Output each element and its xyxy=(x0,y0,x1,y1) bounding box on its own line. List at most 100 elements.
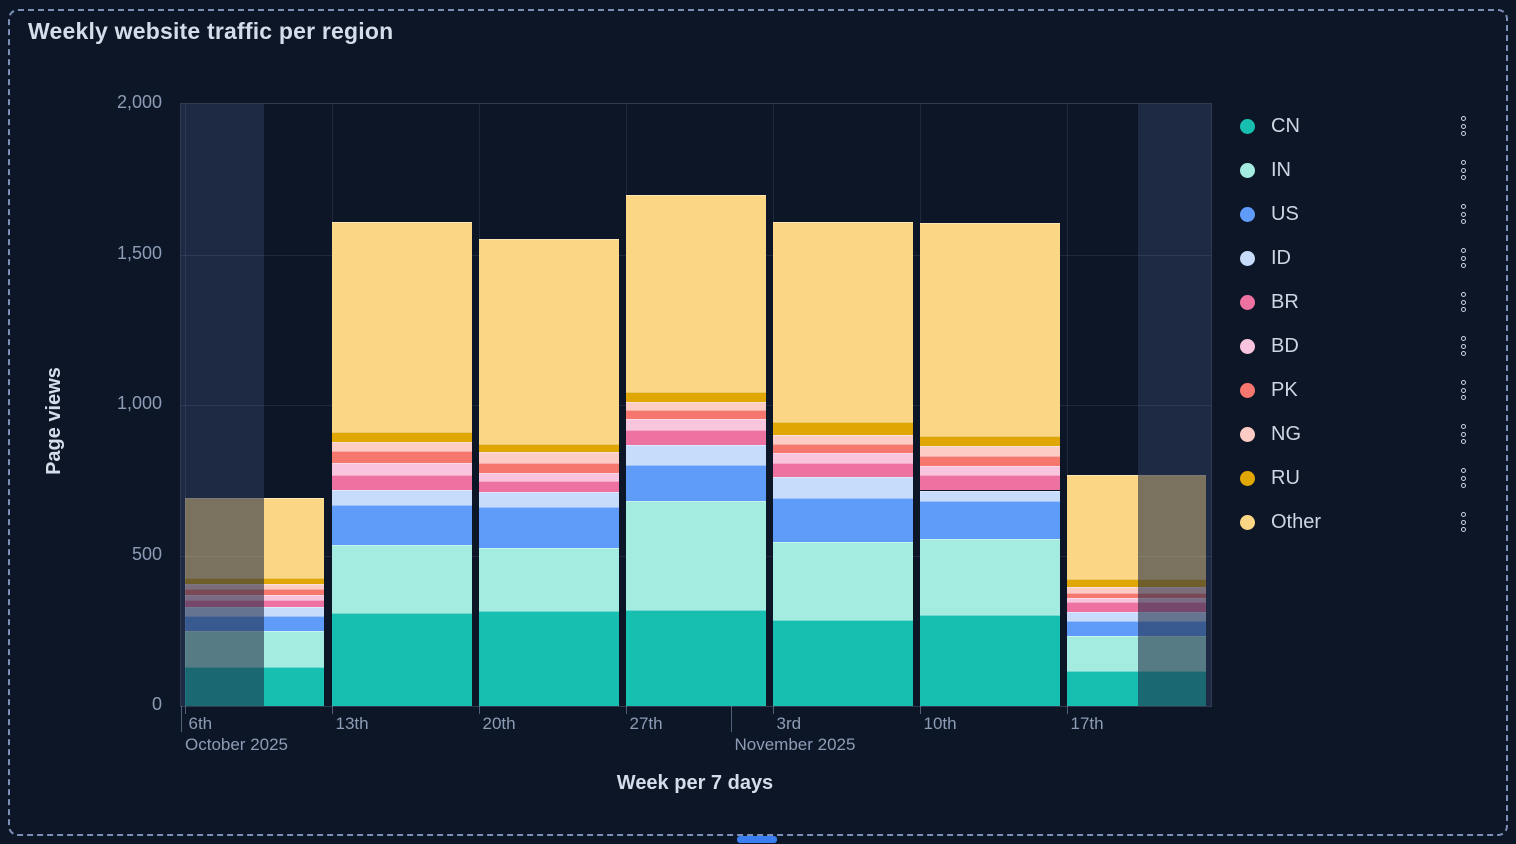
bar-segment-BD[interactable] xyxy=(625,419,766,430)
bar-segment-BD[interactable] xyxy=(478,472,619,482)
legend-item-CN[interactable]: CN xyxy=(1240,104,1478,148)
kebab-menu-icon[interactable] xyxy=(1457,332,1470,360)
bar-segment-NG[interactable] xyxy=(331,442,472,452)
bar-segment-PK[interactable] xyxy=(1066,592,1138,599)
bar-segment-CN[interactable] xyxy=(772,619,913,706)
bar-segment-ID[interactable] xyxy=(331,490,472,505)
bar-segment-PK[interactable] xyxy=(184,588,265,595)
bar-segment-PK[interactable] xyxy=(478,462,619,473)
bar-segment-RU[interactable] xyxy=(264,578,325,585)
bar-segment-Other[interactable] xyxy=(772,222,913,423)
bar-segment-IN[interactable] xyxy=(919,539,1060,616)
legend-item-US[interactable]: US xyxy=(1240,192,1478,236)
bar-segment-Other[interactable] xyxy=(184,497,265,579)
bar-segment-ID[interactable] xyxy=(919,490,1060,502)
bar-segment-BD[interactable] xyxy=(264,594,325,600)
bar-segment-NG[interactable] xyxy=(264,584,325,589)
bar-segment-Other[interactable] xyxy=(1066,475,1138,580)
bar-segment-BR[interactable] xyxy=(625,430,766,446)
bar-segment-BR[interactable] xyxy=(184,599,265,607)
kebab-menu-icon[interactable] xyxy=(1457,156,1470,184)
bar-segment-BR[interactable] xyxy=(264,599,325,607)
bar-segment-ID[interactable] xyxy=(478,492,619,508)
bar-segment-US[interactable] xyxy=(478,507,619,548)
bar-segment-Other[interactable] xyxy=(478,238,619,444)
bar-segment-IN[interactable] xyxy=(625,501,766,611)
legend-item-Other[interactable]: Other xyxy=(1240,500,1478,544)
bar-segment-BD[interactable] xyxy=(772,453,913,463)
legend-item-RU[interactable]: RU xyxy=(1240,456,1478,500)
bar-segment-BR[interactable] xyxy=(1066,602,1138,613)
bar-segment-PK[interactable] xyxy=(264,588,325,595)
bar-segment-CN[interactable] xyxy=(478,611,619,706)
bar-segment-NG[interactable] xyxy=(1066,586,1138,593)
bar-segment-CN[interactable] xyxy=(184,666,265,706)
kebab-menu-icon[interactable] xyxy=(1457,288,1470,316)
bar-segment-Other[interactable] xyxy=(264,497,325,579)
bar-segment-ID[interactable] xyxy=(1066,612,1138,621)
bar-segment-ID[interactable] xyxy=(772,476,913,498)
bar-segment-IN[interactable] xyxy=(772,541,913,620)
bar-segment-RU[interactable] xyxy=(1137,579,1207,587)
bar-segment-ID[interactable] xyxy=(625,445,766,466)
kebab-menu-icon[interactable] xyxy=(1457,420,1470,448)
bar-segment-BR[interactable] xyxy=(919,475,1060,491)
bar-segment-BR[interactable] xyxy=(478,481,619,493)
bar-segment-BD[interactable] xyxy=(919,466,1060,476)
kebab-menu-icon[interactable] xyxy=(1457,376,1470,404)
legend-item-BD[interactable]: BD xyxy=(1240,324,1478,368)
bar-segment-RU[interactable] xyxy=(1066,579,1138,587)
bar-segment-IN[interactable] xyxy=(1066,636,1138,672)
bar-segment-PK[interactable] xyxy=(772,443,913,454)
bar-segment-IN[interactable] xyxy=(264,631,325,667)
bar-segment-BR[interactable] xyxy=(772,462,913,477)
bar-segment-RU[interactable] xyxy=(772,422,913,435)
legend-item-NG[interactable]: NG xyxy=(1240,412,1478,456)
kebab-menu-icon[interactable] xyxy=(1457,464,1470,492)
bar-segment-CN[interactable] xyxy=(331,613,472,706)
bar-segment-PK[interactable] xyxy=(919,456,1060,467)
legend-item-ID[interactable]: ID xyxy=(1240,236,1478,280)
bar-segment-IN[interactable] xyxy=(478,547,619,612)
bar-segment-IN[interactable] xyxy=(184,631,265,667)
bar-segment-Other[interactable] xyxy=(1137,475,1207,580)
bar-segment-CN[interactable] xyxy=(1137,671,1207,706)
bar-segment-BD[interactable] xyxy=(184,594,265,600)
bar-segment-Other[interactable] xyxy=(331,222,472,433)
panel-resize-handle[interactable] xyxy=(737,836,777,843)
kebab-menu-icon[interactable] xyxy=(1457,112,1470,140)
bar-segment-CN[interactable] xyxy=(264,666,325,706)
legend-item-PK[interactable]: PK xyxy=(1240,368,1478,412)
bar-segment-BD[interactable] xyxy=(331,462,472,476)
bar-segment-US[interactable] xyxy=(1066,620,1138,637)
bar-segment-US[interactable] xyxy=(331,504,472,546)
bar-segment-RU[interactable] xyxy=(478,443,619,453)
bar-segment-BD[interactable] xyxy=(1137,598,1207,603)
bar-segment-ID[interactable] xyxy=(1137,612,1207,621)
bar-segment-US[interactable] xyxy=(919,501,1060,540)
bar-segment-NG[interactable] xyxy=(919,446,1060,457)
legend-item-IN[interactable]: IN xyxy=(1240,148,1478,192)
bar-segment-RU[interactable] xyxy=(331,432,472,443)
bar-segment-PK[interactable] xyxy=(331,451,472,463)
bar-segment-RU[interactable] xyxy=(919,436,1060,447)
bar-segment-IN[interactable] xyxy=(1137,636,1207,672)
bar-segment-NG[interactable] xyxy=(1137,586,1207,593)
bar-segment-US[interactable] xyxy=(264,615,325,632)
bar-segment-CN[interactable] xyxy=(625,610,766,706)
bar-segment-RU[interactable] xyxy=(625,392,766,402)
bar-segment-CN[interactable] xyxy=(1066,671,1138,706)
legend-item-BR[interactable]: BR xyxy=(1240,280,1478,324)
bar-segment-Other[interactable] xyxy=(625,194,766,393)
bar-segment-RU[interactable] xyxy=(184,578,265,585)
bar-segment-ID[interactable] xyxy=(264,606,325,616)
bar-segment-US[interactable] xyxy=(625,465,766,502)
kebab-menu-icon[interactable] xyxy=(1457,200,1470,228)
bar-segment-NG[interactable] xyxy=(184,584,265,589)
kebab-menu-icon[interactable] xyxy=(1457,508,1470,536)
bar-segment-NG[interactable] xyxy=(478,452,619,463)
bar-segment-NG[interactable] xyxy=(625,402,766,411)
bar-segment-US[interactable] xyxy=(772,497,913,542)
bar-segment-IN[interactable] xyxy=(331,545,472,613)
bar-segment-PK[interactable] xyxy=(1137,592,1207,599)
